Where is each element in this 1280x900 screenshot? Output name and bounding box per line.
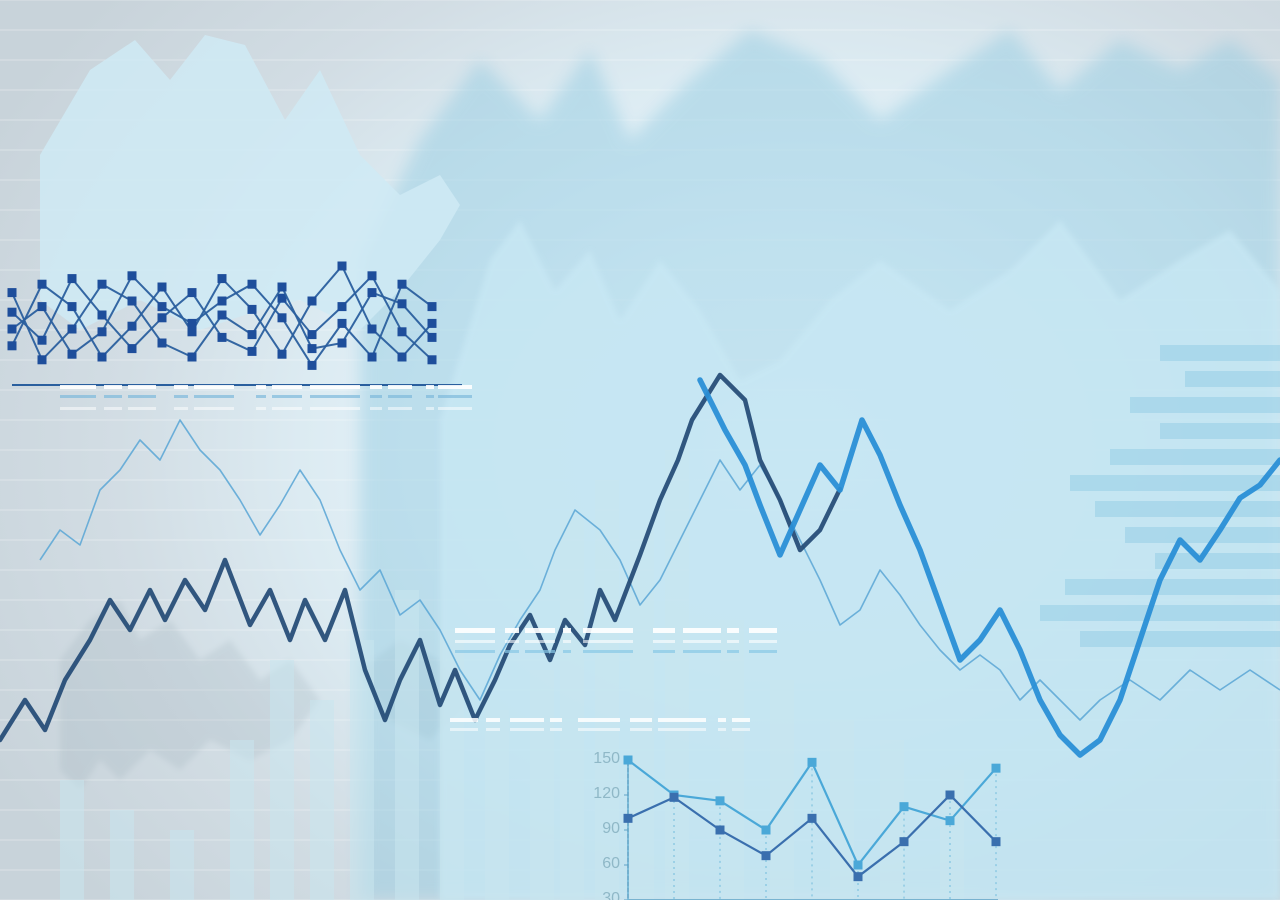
- bottom-chart-ylabel: 150: [586, 750, 620, 768]
- financial-chart-composite: { "canvas": { "width": 1280, "height": 9…: [0, 0, 1280, 900]
- bottom-chart-ylabel: 90: [586, 820, 620, 838]
- bottom-chart-ylabel: 30: [586, 890, 620, 900]
- bottom-chart-ylabel: 60: [586, 855, 620, 873]
- chart-svg: [0, 0, 1280, 900]
- bottom-chart-ylabel: 120: [586, 785, 620, 803]
